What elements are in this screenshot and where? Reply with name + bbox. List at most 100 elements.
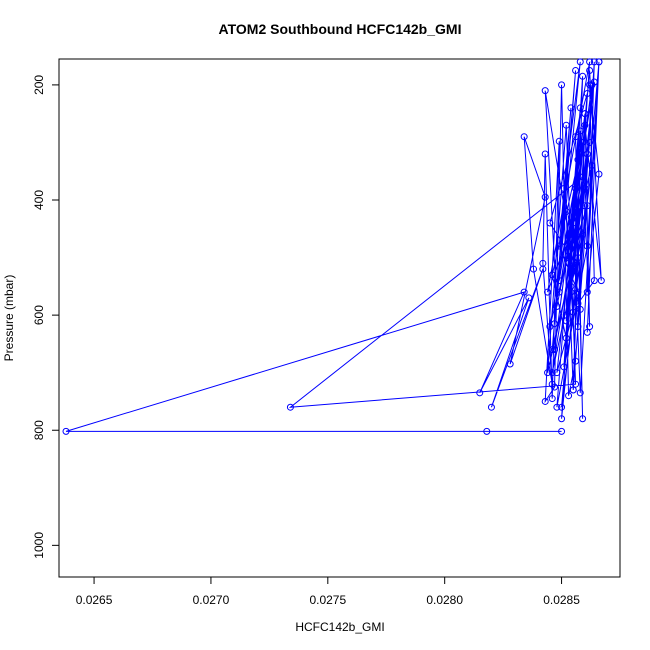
y-tick-label: 1000: [32, 532, 46, 559]
data-point: [555, 277, 563, 285]
data-point: [541, 397, 549, 405]
data-point: [579, 72, 587, 80]
data-point: [574, 254, 582, 262]
data-point: [569, 386, 577, 394]
x-tick-label: 0.0280: [426, 593, 463, 607]
series-layer: [62, 58, 605, 435]
data-point: [562, 121, 570, 129]
data-point: [558, 403, 566, 411]
data-point: [520, 288, 528, 296]
data-point: [586, 67, 594, 75]
data-point: [558, 415, 566, 423]
data-point: [574, 323, 582, 331]
y-axis: 200 400 600 800 1000: [32, 75, 60, 559]
data-point: [581, 110, 589, 118]
data-point: [579, 415, 587, 423]
data-point: [506, 360, 514, 368]
data-point: [562, 334, 570, 342]
data-point: [574, 300, 582, 308]
chart-title: ATOM2 Southbound HCFC142b_GMI: [219, 21, 462, 37]
data-point: [487, 403, 495, 411]
x-axis-label: HCFC142b_GMI: [295, 620, 384, 634]
y-tick-label: 400: [32, 190, 46, 210]
data-point: [553, 302, 561, 310]
data-point: [567, 104, 575, 112]
data-point: [576, 127, 584, 135]
data-point: [588, 161, 596, 169]
data-point: [572, 380, 580, 388]
data-point: [583, 150, 591, 158]
data-point: [548, 271, 556, 279]
data-point: [581, 121, 589, 129]
data-point: [597, 277, 605, 285]
data-point: [574, 288, 582, 296]
data-point: [569, 308, 577, 316]
data-point: [572, 67, 580, 75]
data-point: [569, 265, 577, 273]
data-point: [579, 173, 587, 181]
data-point: [544, 369, 552, 377]
data-point: [574, 208, 582, 216]
x-tick-label: 0.0285: [543, 593, 580, 607]
data-point: [583, 288, 591, 296]
data-point: [558, 427, 566, 435]
data-point: [562, 208, 570, 216]
data-point: [555, 288, 563, 296]
data-point: [541, 150, 549, 158]
data-point: [520, 133, 528, 141]
data-point: [565, 248, 573, 256]
data-point: [541, 193, 549, 201]
data-point: [572, 357, 580, 365]
data-point: [576, 150, 584, 158]
data-point: [548, 395, 556, 403]
data-point: [553, 369, 561, 377]
y-axis-label: Pressure (mbar): [2, 275, 16, 362]
data-point: [588, 81, 596, 89]
data-point: [541, 87, 549, 95]
data-point: [560, 185, 568, 192]
data-point: [555, 242, 563, 250]
data-point: [574, 156, 582, 164]
data-point: [286, 403, 294, 411]
data-point: [565, 392, 573, 400]
data-point: [476, 389, 484, 397]
data-point: [576, 389, 584, 397]
data-point: [579, 138, 587, 146]
data-point: [586, 58, 594, 66]
data-point: [530, 265, 538, 273]
data-point: [581, 202, 589, 210]
data-point: [567, 282, 575, 290]
data-point: [579, 231, 587, 239]
y-tick-label: 200: [32, 75, 46, 95]
y-tick-label: 800: [32, 420, 46, 440]
data-point: [551, 383, 559, 391]
data-point: [583, 90, 591, 98]
data-point: [565, 259, 573, 267]
data-point: [572, 185, 580, 192]
data-point: [572, 259, 580, 267]
data-point: [576, 58, 584, 66]
data-point: [595, 170, 603, 178]
x-tick-label: 0.0265: [76, 593, 113, 607]
data-point: [525, 294, 533, 302]
y-tick-label: 600: [32, 305, 46, 325]
data-point: [558, 81, 566, 89]
data-point: [576, 104, 584, 112]
data-point: [590, 277, 598, 285]
x-tick-label: 0.0270: [193, 593, 230, 607]
data-point: [546, 219, 554, 227]
data-point: [583, 328, 591, 336]
data-point: [62, 427, 70, 435]
data-point: [569, 219, 577, 227]
data-point: [586, 138, 594, 146]
data-point: [595, 58, 603, 66]
plot-frame: [58, 58, 621, 578]
data-point: [576, 305, 584, 313]
data-point: [581, 185, 589, 192]
data-point: [583, 202, 591, 210]
data-point: [483, 427, 491, 435]
data-point: [583, 242, 591, 250]
data-point: [555, 137, 563, 145]
data-point: [562, 311, 570, 319]
